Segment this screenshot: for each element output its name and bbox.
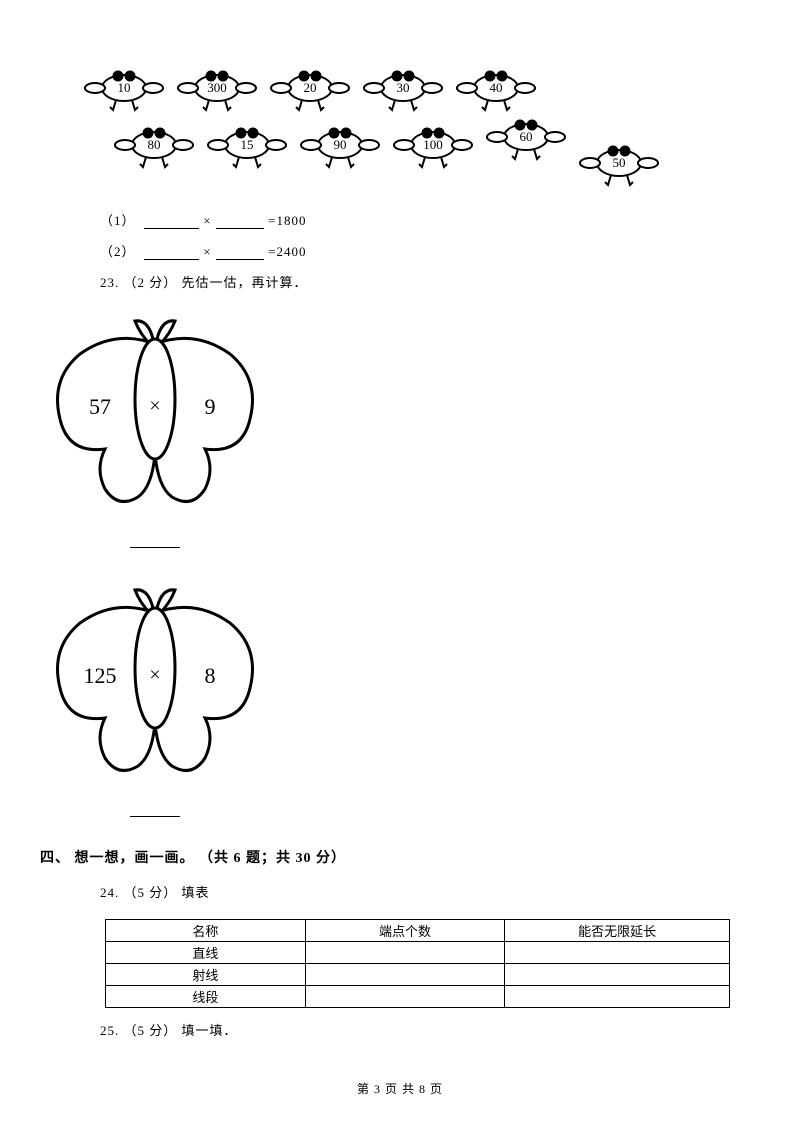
table-cell: 直线	[106, 942, 306, 964]
question-25: 25. （5 分） 填一填．	[100, 1020, 720, 1039]
q2-label: （2）	[100, 244, 136, 259]
svg-text:80: 80	[148, 137, 161, 152]
blank	[144, 246, 199, 260]
svg-text:50: 50	[613, 155, 626, 170]
table-header: 端点个数	[305, 920, 505, 942]
svg-text:×: ×	[149, 395, 160, 417]
svg-text:300: 300	[207, 80, 227, 95]
answer-line	[40, 803, 270, 822]
table-row: 射线	[106, 964, 730, 986]
q25-points: （5 分）	[124, 1023, 178, 1038]
q25-text: 填一填．	[182, 1023, 238, 1038]
fish-row: 10 300 20	[80, 60, 720, 115]
table-cell	[505, 942, 730, 964]
blank	[144, 215, 199, 229]
fish-item: 15	[203, 117, 291, 172]
fish-icon: 40	[452, 60, 540, 115]
fish-icon: 100	[389, 117, 477, 172]
svg-text:40: 40	[490, 80, 503, 95]
fish-item: 50	[575, 135, 663, 190]
fish-icon: 10	[80, 60, 168, 115]
svg-text:9: 9	[205, 394, 216, 419]
q25-num: 25.	[100, 1023, 119, 1038]
footer-text: 第 3 页 共 8 页	[357, 1082, 443, 1096]
table-header: 能否无限延长	[505, 920, 730, 942]
q24-points: （5 分）	[124, 885, 178, 900]
table-row: 直线	[106, 942, 730, 964]
fish-icon: 60	[482, 109, 570, 164]
svg-text:90: 90	[334, 137, 347, 152]
svg-text:57: 57	[89, 394, 111, 419]
fish-icon: 90	[296, 117, 384, 172]
svg-text:8: 8	[205, 663, 216, 688]
section-4-heading: 四、 想一想，画一画。 （共 6 题；共 30 分）	[40, 847, 720, 867]
page-footer: 第 3 页 共 8 页	[0, 1080, 800, 1097]
table-header: 名称	[106, 920, 306, 942]
fish-icon: 80	[110, 117, 198, 172]
svg-text:20: 20	[304, 80, 317, 95]
question-1: （1） × =1800	[100, 210, 720, 229]
svg-text:15: 15	[241, 137, 254, 152]
fish-item: 300	[173, 60, 261, 115]
answer-blank	[130, 803, 180, 817]
q1-eq: =1800	[268, 213, 306, 228]
fish-item: 30	[359, 60, 447, 115]
q23-text: 先估一估，再计算．	[182, 275, 308, 290]
q24-num: 24.	[100, 885, 119, 900]
butterfly-icon: 57 × 9	[40, 309, 270, 519]
butterfly-block: 125 × 8	[40, 578, 720, 793]
q1-op: ×	[203, 213, 211, 228]
q24-table: 名称端点个数能否无限延长直线射线线段	[105, 919, 730, 1008]
svg-text:100: 100	[423, 137, 443, 152]
q1-label: （1）	[100, 213, 136, 228]
fish-icon: 20	[266, 60, 354, 115]
sec4-title: 想一想，画一画。	[75, 851, 195, 866]
fish-item: 100	[389, 117, 477, 172]
fish-icon: 15	[203, 117, 291, 172]
blank	[216, 215, 264, 229]
svg-text:10: 10	[118, 80, 131, 95]
answer-blank	[130, 534, 180, 548]
svg-text:×: ×	[149, 664, 160, 686]
table-cell	[505, 986, 730, 1008]
fish-icon: 30	[359, 60, 447, 115]
answer-line	[40, 534, 270, 553]
table-cell: 射线	[106, 964, 306, 986]
fish-item: 20	[266, 60, 354, 115]
fish-row: 80 15 90	[110, 117, 720, 190]
question-24: 24. （5 分） 填表	[100, 882, 720, 901]
table-cell: 线段	[106, 986, 306, 1008]
fish-grid: 10 300 20	[80, 60, 720, 190]
svg-text:125: 125	[84, 663, 117, 688]
fish-item: 10	[80, 60, 168, 115]
fish-item: 60	[482, 109, 570, 164]
q2-op: ×	[203, 244, 211, 259]
table-cell	[305, 986, 505, 1008]
question-23: 23. （2 分） 先估一估，再计算．	[100, 272, 720, 291]
fish-item: 40	[452, 60, 540, 115]
butterfly-container: 57 × 9 125 × 8	[80, 309, 720, 822]
svg-text:60: 60	[520, 129, 533, 144]
fish-icon: 50	[575, 135, 663, 190]
q23-num: 23.	[100, 275, 119, 290]
sec4-meta: （共 6 题；共 30 分）	[199, 851, 346, 866]
table-row: 线段	[106, 986, 730, 1008]
table-cell	[505, 964, 730, 986]
fish-icon: 300	[173, 60, 261, 115]
table-cell	[305, 964, 505, 986]
q24-text: 填表	[182, 885, 210, 900]
table-cell	[305, 942, 505, 964]
question-2: （2） × =2400	[100, 241, 720, 260]
page-content: 10 300 20	[0, 0, 800, 1039]
butterfly-block: 57 × 9	[40, 309, 720, 524]
q2-eq: =2400	[268, 244, 306, 259]
butterfly-icon: 125 × 8	[40, 578, 270, 788]
q23-points: （2 分）	[124, 275, 178, 290]
fish-item: 80	[110, 117, 198, 172]
svg-text:30: 30	[397, 80, 410, 95]
sec4-num: 四、	[40, 851, 70, 866]
blank	[216, 246, 264, 260]
fish-item: 90	[296, 117, 384, 172]
